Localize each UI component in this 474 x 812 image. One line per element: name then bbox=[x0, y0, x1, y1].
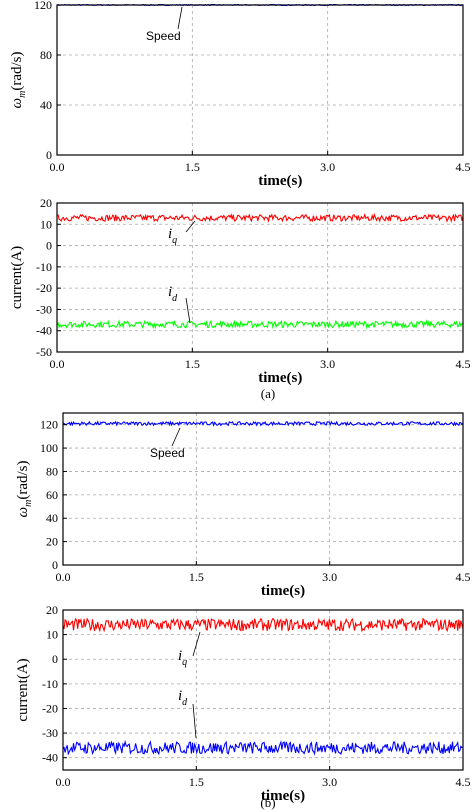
y-tick-label: 120 bbox=[34, 0, 52, 12]
y-tick-label: -10 bbox=[42, 677, 58, 691]
y-tick-label: 0 bbox=[46, 239, 52, 253]
series-line-Speed bbox=[62, 420, 464, 427]
y-tick-label: -20 bbox=[42, 701, 58, 715]
x-tick-label: 1.5 bbox=[189, 775, 204, 789]
y-tick-label: 80 bbox=[46, 464, 58, 478]
caption-b: (b) bbox=[260, 795, 275, 810]
x-tick-label: 1.5 bbox=[189, 570, 204, 584]
x-tick-label: 4.5 bbox=[456, 160, 471, 174]
speed-annotation: Speed bbox=[146, 29, 181, 43]
y-tick-label: 0 bbox=[52, 652, 58, 666]
y-tick-label: -10 bbox=[36, 260, 52, 274]
series-line-id bbox=[56, 319, 464, 330]
y-axis-label: current(A) bbox=[9, 246, 25, 309]
y-tick-label: 10 bbox=[46, 628, 58, 642]
x-axis-label: time(s) bbox=[258, 173, 302, 189]
x-tick-label: 0.0 bbox=[56, 775, 71, 789]
series-line-iq bbox=[62, 617, 464, 633]
y-tick-label: 60 bbox=[46, 488, 58, 502]
x-tick-label: 3.0 bbox=[322, 775, 337, 789]
y-tick-label: -30 bbox=[42, 726, 58, 740]
y-tick-label: 20 bbox=[46, 603, 58, 617]
y-tick-label: 80 bbox=[40, 48, 52, 62]
x-axis-label: time(s) bbox=[258, 370, 302, 386]
y-tick-label: -40 bbox=[36, 324, 52, 338]
speed-annotation-leader bbox=[177, 6, 183, 30]
x-tick-label: 4.5 bbox=[456, 570, 471, 584]
y-tick-label: 100 bbox=[40, 441, 58, 455]
id-annotation: id bbox=[168, 284, 178, 304]
y-axis-label: ωm(rad/s) bbox=[9, 52, 28, 109]
y-axis-label: current(A) bbox=[15, 658, 31, 721]
caption-a: (a) bbox=[261, 386, 275, 401]
y-tick-label: 20 bbox=[46, 535, 58, 549]
y-tick-label: 40 bbox=[40, 98, 52, 112]
plot-frame bbox=[56, 202, 464, 353]
speed-annotation: Speed bbox=[150, 446, 185, 460]
y-tick-label: -50 bbox=[36, 345, 52, 359]
y-tick-label: 20 bbox=[40, 196, 52, 210]
iq-annotation: iq bbox=[168, 226, 177, 246]
x-tick-label: 3.0 bbox=[322, 570, 337, 584]
x-axis-label: time(s) bbox=[261, 788, 305, 804]
y-tick-label: 120 bbox=[40, 418, 58, 432]
x-tick-label: 3.0 bbox=[320, 160, 335, 174]
chart-b_speed: 0.0 1.5 3.0 4.5 0 20 40 60 80 100 120 time(s) ωm(rad… bbox=[15, 412, 471, 599]
x-tick-label: 0.0 bbox=[50, 160, 65, 174]
chart-b_current: 0.0 1.5 3.0 4.5 20 10 0 -10 -20 -30 -40 time(s) curr… bbox=[15, 603, 471, 804]
iq-annotation-leader bbox=[192, 631, 201, 657]
iq-annotation: iq bbox=[178, 648, 187, 668]
y-axis-label: ωm(rad/s) bbox=[15, 461, 34, 518]
y-tick-label: -20 bbox=[36, 281, 52, 295]
x-tick-label: 1.5 bbox=[185, 160, 200, 174]
x-axis-label: time(s) bbox=[261, 583, 305, 599]
x-tick-label: 1.5 bbox=[185, 357, 200, 371]
x-tick-label: 0.0 bbox=[56, 570, 71, 584]
chart-a_speed: 0.0 1.5 3.0 4.5 0 40 80 120 time(s) ωm(rad/s) Spee… bbox=[9, 0, 471, 189]
iq-annotation-leader bbox=[185, 220, 196, 233]
x-tick-label: 3.0 bbox=[320, 357, 335, 371]
plot-frame bbox=[56, 4, 464, 156]
plot-frame bbox=[62, 412, 464, 566]
plot-frame bbox=[62, 609, 464, 771]
x-tick-label: 4.5 bbox=[456, 775, 471, 789]
x-tick-label: 0.0 bbox=[50, 357, 65, 371]
series-line-iq bbox=[56, 212, 464, 223]
y-tick-label: 0 bbox=[46, 148, 52, 162]
chart-a_current: 0.0 1.5 3.0 4.5 20 10 0 -10 -20 -30 -40 -50 time(s) c… bbox=[9, 196, 471, 386]
y-tick-label: -30 bbox=[36, 302, 52, 316]
series-line-id bbox=[62, 739, 464, 756]
y-tick-label: 0 bbox=[52, 558, 58, 572]
x-tick-label: 4.5 bbox=[456, 357, 471, 371]
id-annotation-leader bbox=[185, 297, 191, 324]
y-tick-label: 40 bbox=[46, 511, 58, 525]
id-annotation-leader bbox=[192, 703, 197, 739]
y-tick-label: -40 bbox=[42, 751, 58, 765]
y-tick-label: 10 bbox=[40, 217, 52, 231]
speed-annotation-leader bbox=[171, 427, 181, 447]
id-annotation: id bbox=[178, 688, 188, 708]
